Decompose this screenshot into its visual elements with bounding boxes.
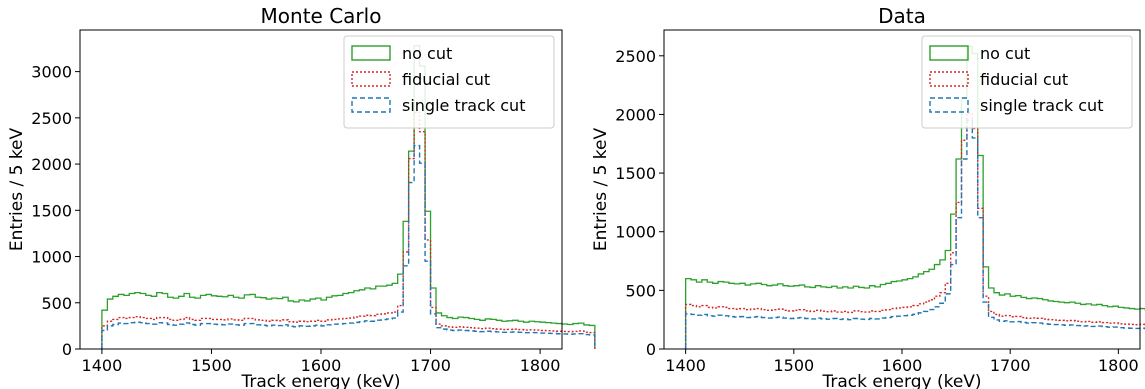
series-line-no-cut [684,45,1145,349]
y-tick-label: 3000 [31,63,72,82]
y-tick-label: 1000 [31,248,72,267]
x-tick-label: 1700 [990,356,1031,375]
chart-title: Data [878,4,926,28]
legend-entry: fiducial cut [980,70,1068,89]
y-tick-label: 1000 [615,223,656,242]
y-axis-label: Entries / 5 keV [591,127,611,251]
series-line-no-cut [101,45,596,349]
legend-frame [921,35,1133,129]
x-axis-label: Track energy (keV) [821,372,981,389]
chart-title: Monte Carlo [261,4,382,28]
y-axis-label: Entries / 5 keV [7,127,27,251]
x-tick-label: 1700 [410,356,451,375]
legend-entry: no cut [980,44,1030,63]
legend-entry: single track cut [980,96,1103,115]
legend-swatch [929,71,969,87]
legend-swatch [351,97,391,113]
x-tick-label: 1400 [665,356,706,375]
legend: no cut fiducial cut single track cut [343,35,555,129]
legend-swatch [929,45,969,61]
legend-swatch [351,45,391,61]
x-tick-label: 1500 [773,356,814,375]
chart-panel-1: 1400 1500 1600 1700 1800 0 500 1000 1500 2000 2500… [591,4,1145,389]
x-tick-label: 1600 [882,356,923,375]
legend-swatch [351,71,391,87]
legend-frame [343,35,555,129]
y-tick-label: 2000 [31,155,72,174]
chart-panel-0: 1400 1500 1600 1700 1800 0 500 1000 1500 2000 2500… [7,4,596,389]
y-tick-label: 1500 [615,164,656,183]
x-tick-label: 1500 [191,356,232,375]
legend-entry: no cut [402,44,452,63]
series-line-fiducial-cut [684,112,1145,349]
y-tick-label: 0 [646,340,656,359]
y-tick-label: 1500 [31,201,72,220]
x-tick-label: 1800 [520,356,561,375]
legend-entry: single track cut [402,96,525,115]
y-tick-label: 2000 [615,105,656,124]
y-tick-label: 2500 [615,47,656,66]
legend: no cut fiducial cut single track cut [921,35,1133,129]
x-tick-label: 1600 [301,356,342,375]
x-axis-label: Track energy (keV) [240,372,400,389]
series-line-single-track-cut [101,144,596,349]
y-tick-label: 0 [62,340,72,359]
series-line-single-track-cut [684,119,1145,349]
x-tick-label: 1400 [82,356,123,375]
series-line-fiducial-cut [101,111,596,349]
y-tick-label: 500 [41,294,72,313]
legend-entry: fiducial cut [402,70,490,89]
x-tick-label: 1800 [1098,356,1139,375]
y-tick-label: 2500 [31,109,72,128]
legend-swatch [929,97,969,113]
y-tick-label: 500 [625,281,656,300]
